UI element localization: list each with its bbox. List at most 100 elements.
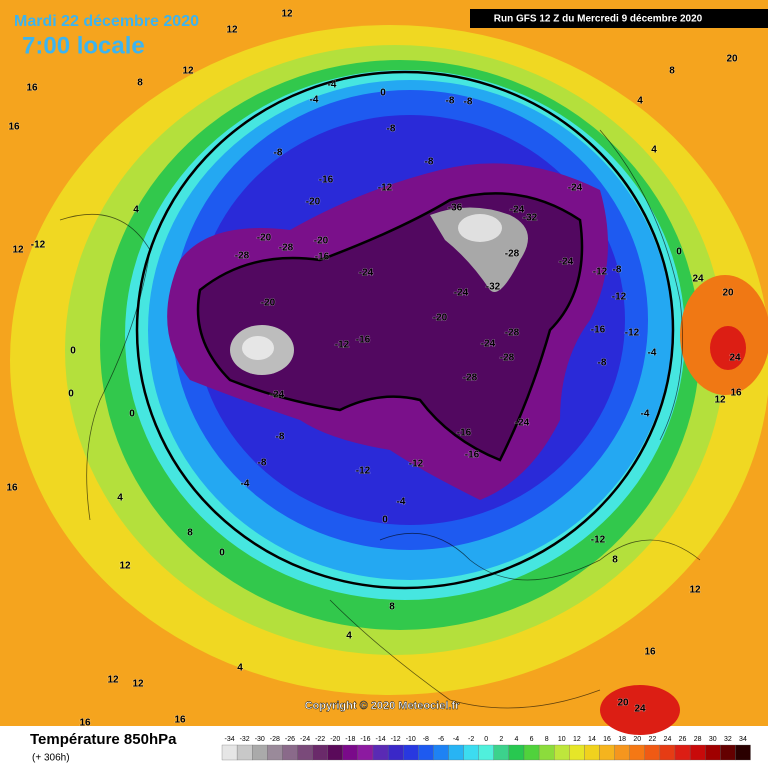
scale-label: 34	[739, 736, 747, 743]
contour-label: 20	[722, 288, 734, 299]
contour-label: -16	[465, 450, 480, 461]
contour-label: 8	[612, 555, 618, 566]
scale-label: 30	[709, 736, 717, 743]
field	[710, 326, 746, 370]
field	[242, 336, 274, 360]
contour-label: 24	[692, 274, 704, 285]
scale-label: -32	[240, 736, 250, 743]
scale-swatch	[252, 744, 268, 761]
contour-label: 8	[137, 78, 143, 89]
scale-swatch	[312, 744, 328, 761]
contour-label: -12	[625, 328, 640, 339]
contour-label: -24	[481, 339, 496, 350]
contour-label: -20	[257, 233, 272, 244]
scale-swatch	[644, 744, 661, 761]
scale-swatch	[267, 744, 283, 761]
color-scale: -34 -32 -30 -28 -26 -24 -22 -20 -18 -16 -14 -12 -10-…	[221, 736, 751, 761]
contour-label: 16	[644, 647, 656, 658]
scale-swatch	[221, 744, 238, 761]
contour-label: -20	[433, 313, 448, 324]
scale-swatch	[357, 744, 374, 761]
contour-label: -20	[306, 197, 321, 208]
contour-label: 12	[281, 9, 293, 20]
contour-label: -28	[505, 249, 520, 260]
contour-label: 16	[26, 83, 38, 94]
scale-label: 22	[648, 736, 656, 743]
scale-swatch	[448, 744, 464, 761]
scale-swatch	[735, 744, 751, 761]
contour-label: 12	[182, 66, 194, 77]
scale-swatch	[599, 744, 615, 761]
contour-label: -4	[397, 497, 406, 508]
field	[458, 214, 502, 242]
contour-label: -24	[559, 257, 574, 268]
contour-label: -8	[425, 157, 434, 168]
contour-label: 0	[380, 88, 386, 99]
contour-label: -24	[510, 205, 525, 216]
scale-label: 16	[603, 736, 611, 743]
scale-swatch	[508, 744, 525, 761]
scale-swatch	[403, 744, 419, 761]
contour-label: 0	[382, 515, 388, 526]
scale-label: 18	[618, 736, 626, 743]
contour-label: -28	[463, 373, 478, 384]
contour-label: 16	[8, 122, 20, 133]
contour-label: -28	[279, 243, 294, 254]
contour-label: -16	[356, 335, 371, 346]
scale-swatch	[705, 744, 721, 761]
scale-swatch	[584, 744, 600, 761]
scale-swatch	[569, 744, 585, 761]
scale-label: 32	[724, 736, 732, 743]
contour-label: -4	[241, 479, 250, 490]
scale-label: -20	[330, 736, 340, 743]
copyright: Copyright © 2020 Meteociel.fr	[305, 700, 461, 712]
scale-label: -6	[438, 736, 444, 743]
contour-label: -12	[612, 292, 627, 303]
contour-label: -12	[335, 340, 350, 351]
scale-swatch	[689, 744, 706, 761]
scale-label: -2	[468, 736, 474, 743]
scale-label: 8	[545, 736, 549, 743]
scale-swatch	[720, 744, 736, 761]
contour-label: -24	[515, 418, 530, 429]
contour-label: 4	[133, 205, 139, 216]
scale-label: 6	[530, 736, 534, 743]
contour-label: 4	[346, 631, 352, 642]
scale-swatch	[433, 744, 449, 761]
contour-label: 12	[226, 25, 238, 36]
field	[600, 685, 680, 735]
scale-swatch	[478, 744, 494, 761]
contour-label: -12	[356, 466, 371, 477]
run-info: Run GFS 12 Z du Mercredi 9 décembre 2020	[494, 14, 703, 25]
contour-label: 12	[689, 585, 701, 596]
legend-title: Température 850hPa	[30, 731, 177, 748]
contour-label: -8	[274, 148, 283, 159]
scale-label: 26	[679, 736, 687, 743]
contour-label: -8	[613, 265, 622, 276]
scale-label: 14	[588, 736, 596, 743]
scale-label: 24	[664, 736, 672, 743]
contour-label: 8	[389, 602, 395, 613]
contour-label: -12	[409, 459, 424, 470]
scale-label: -26	[285, 736, 295, 743]
scale-label: -30	[255, 736, 265, 743]
scale-swatch	[372, 744, 389, 761]
scale-label: -8	[423, 736, 429, 743]
contour-label: -8	[276, 432, 285, 443]
scale-label: 12	[573, 736, 581, 743]
contour-label: 16	[79, 718, 91, 729]
contour-label: -36	[448, 203, 463, 214]
contour-label: 20	[726, 54, 738, 65]
contour-label: -12	[31, 240, 46, 251]
contour-label: -4	[648, 348, 657, 359]
contour-label: -8	[464, 97, 473, 108]
scale-label: 2	[499, 736, 503, 743]
contour-label: 16	[174, 715, 186, 726]
contour-label: -20	[314, 236, 329, 247]
contours	[135, 70, 675, 590]
scale-label: -14	[375, 736, 385, 743]
contour-label: -24	[454, 288, 469, 299]
contour-label: 12	[119, 561, 131, 572]
time: 7:00 locale	[22, 32, 145, 59]
contour-label: 0	[70, 346, 76, 357]
